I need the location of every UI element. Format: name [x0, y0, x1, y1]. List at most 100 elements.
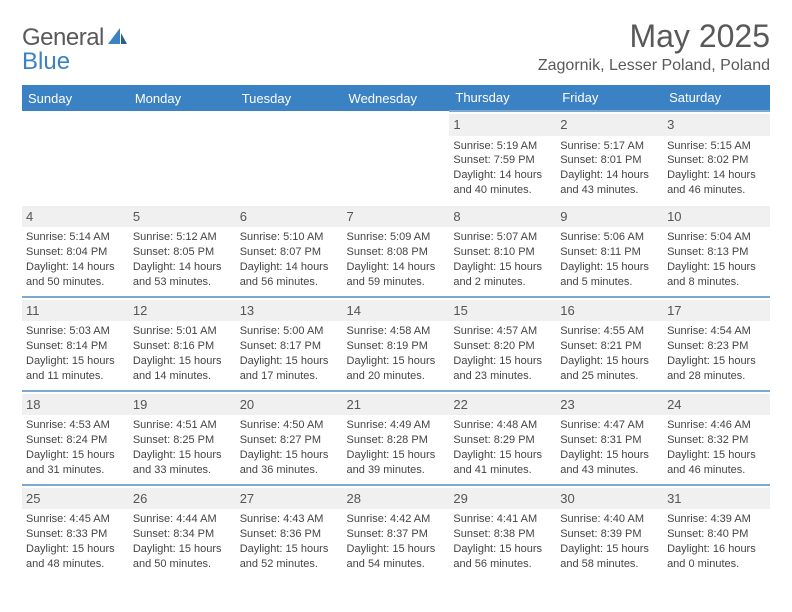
calendar-cell: 6Sunrise: 5:10 AMSunset: 8:07 PMDaylight…	[236, 204, 343, 297]
daylight-line: Daylight: 15 hours and 54 minutes.	[347, 542, 446, 572]
sunset-line: Sunset: 8:13 PM	[667, 245, 766, 260]
day-number: 1	[449, 114, 556, 136]
calendar-cell: 28Sunrise: 4:42 AMSunset: 8:37 PMDayligh…	[343, 485, 450, 578]
sunset-line: Sunset: 8:19 PM	[347, 339, 446, 354]
day-header: Monday	[129, 85, 236, 111]
daylight-line: Daylight: 15 hours and 33 minutes.	[133, 448, 232, 478]
location: Zagornik, Lesser Poland, Poland	[538, 57, 770, 75]
day-number: 17	[663, 300, 770, 322]
daylight-line: Daylight: 14 hours and 43 minutes.	[560, 168, 659, 198]
sunrise-line: Sunrise: 5:06 AM	[560, 230, 659, 245]
calendar-cell: 13Sunrise: 5:00 AMSunset: 8:17 PMDayligh…	[236, 297, 343, 391]
calendar-cell: 29Sunrise: 4:41 AMSunset: 8:38 PMDayligh…	[449, 485, 556, 578]
sunrise-line: Sunrise: 4:46 AM	[667, 418, 766, 433]
daylight-line: Daylight: 14 hours and 50 minutes.	[26, 260, 125, 290]
day-number: 3	[663, 114, 770, 136]
sunrise-line: Sunrise: 4:51 AM	[133, 418, 232, 433]
sunset-line: Sunset: 8:17 PM	[240, 339, 339, 354]
calendar-cell: 30Sunrise: 4:40 AMSunset: 8:39 PMDayligh…	[556, 485, 663, 578]
sunrise-line: Sunrise: 4:50 AM	[240, 418, 339, 433]
sunrise-line: Sunrise: 5:10 AM	[240, 230, 339, 245]
sunrise-line: Sunrise: 5:03 AM	[26, 324, 125, 339]
day-number: 30	[556, 488, 663, 510]
day-number: 9	[556, 206, 663, 228]
sunrise-line: Sunrise: 4:58 AM	[347, 324, 446, 339]
calendar-cell: 9Sunrise: 5:06 AMSunset: 8:11 PMDaylight…	[556, 204, 663, 297]
daylight-line: Daylight: 15 hours and 39 minutes.	[347, 448, 446, 478]
daylight-line: Daylight: 15 hours and 48 minutes.	[26, 542, 125, 572]
day-header: Sunday	[22, 85, 129, 111]
sunset-line: Sunset: 8:10 PM	[453, 245, 552, 260]
logo: General	[22, 18, 130, 52]
sunset-line: Sunset: 8:01 PM	[560, 153, 659, 168]
daylight-line: Daylight: 15 hours and 11 minutes.	[26, 354, 125, 384]
calendar-cell: 8Sunrise: 5:07 AMSunset: 8:10 PMDaylight…	[449, 204, 556, 297]
day-number: 11	[22, 300, 129, 322]
calendar-cell	[343, 111, 450, 204]
calendar-cell: 22Sunrise: 4:48 AMSunset: 8:29 PMDayligh…	[449, 391, 556, 485]
title-block: May 2025 Zagornik, Lesser Poland, Poland	[538, 18, 770, 75]
sunset-line: Sunset: 8:07 PM	[240, 245, 339, 260]
sunrise-line: Sunrise: 5:12 AM	[133, 230, 232, 245]
calendar-cell: 14Sunrise: 4:58 AMSunset: 8:19 PMDayligh…	[343, 297, 450, 391]
sunset-line: Sunset: 8:08 PM	[347, 245, 446, 260]
daylight-line: Daylight: 14 hours and 53 minutes.	[133, 260, 232, 290]
calendar-cell: 24Sunrise: 4:46 AMSunset: 8:32 PMDayligh…	[663, 391, 770, 485]
daylight-line: Daylight: 14 hours and 56 minutes.	[240, 260, 339, 290]
calendar-cell	[129, 111, 236, 204]
sunrise-line: Sunrise: 4:57 AM	[453, 324, 552, 339]
sunrise-line: Sunrise: 4:49 AM	[347, 418, 446, 433]
day-number: 27	[236, 488, 343, 510]
day-header: Saturday	[663, 85, 770, 111]
sunrise-line: Sunrise: 4:43 AM	[240, 512, 339, 527]
calendar-cell	[22, 111, 129, 204]
day-number: 10	[663, 206, 770, 228]
day-number: 12	[129, 300, 236, 322]
daylight-line: Daylight: 15 hours and 36 minutes.	[240, 448, 339, 478]
sunrise-line: Sunrise: 4:48 AM	[453, 418, 552, 433]
calendar-cell: 26Sunrise: 4:44 AMSunset: 8:34 PMDayligh…	[129, 485, 236, 578]
sunrise-line: Sunrise: 4:40 AM	[560, 512, 659, 527]
daylight-line: Daylight: 15 hours and 58 minutes.	[560, 542, 659, 572]
calendar-cell: 20Sunrise: 4:50 AMSunset: 8:27 PMDayligh…	[236, 391, 343, 485]
daylight-line: Daylight: 15 hours and 5 minutes.	[560, 260, 659, 290]
sunrise-line: Sunrise: 5:01 AM	[133, 324, 232, 339]
daylight-line: Daylight: 15 hours and 8 minutes.	[667, 260, 766, 290]
day-number: 29	[449, 488, 556, 510]
day-number: 15	[449, 300, 556, 322]
sunrise-line: Sunrise: 4:54 AM	[667, 324, 766, 339]
daylight-line: Daylight: 15 hours and 43 minutes.	[560, 448, 659, 478]
daylight-line: Daylight: 15 hours and 31 minutes.	[26, 448, 125, 478]
day-number: 7	[343, 206, 450, 228]
calendar-week: 25Sunrise: 4:45 AMSunset: 8:33 PMDayligh…	[22, 485, 770, 578]
daylight-line: Daylight: 14 hours and 40 minutes.	[453, 168, 552, 198]
sunset-line: Sunset: 8:32 PM	[667, 433, 766, 448]
header: General May 2025 Zagornik, Lesser Poland…	[22, 18, 770, 75]
calendar-cell: 4Sunrise: 5:14 AMSunset: 8:04 PMDaylight…	[22, 204, 129, 297]
logo-word2: Blue	[22, 48, 70, 76]
daylight-line: Daylight: 15 hours and 41 minutes.	[453, 448, 552, 478]
sail-icon	[106, 26, 128, 51]
calendar-head: SundayMondayTuesdayWednesdayThursdayFrid…	[22, 85, 770, 111]
calendar-cell: 31Sunrise: 4:39 AMSunset: 8:40 PMDayligh…	[663, 485, 770, 578]
sunrise-line: Sunrise: 5:07 AM	[453, 230, 552, 245]
sunset-line: Sunset: 8:33 PM	[26, 527, 125, 542]
sunset-line: Sunset: 8:24 PM	[26, 433, 125, 448]
calendar-cell: 1Sunrise: 5:19 AMSunset: 7:59 PMDaylight…	[449, 111, 556, 204]
sunset-line: Sunset: 8:38 PM	[453, 527, 552, 542]
sunrise-line: Sunrise: 5:04 AM	[667, 230, 766, 245]
calendar-body: 1Sunrise: 5:19 AMSunset: 7:59 PMDaylight…	[22, 111, 770, 578]
sunrise-line: Sunrise: 4:47 AM	[560, 418, 659, 433]
sunrise-line: Sunrise: 4:42 AM	[347, 512, 446, 527]
sunset-line: Sunset: 8:16 PM	[133, 339, 232, 354]
daylight-line: Daylight: 15 hours and 50 minutes.	[133, 542, 232, 572]
sunrise-line: Sunrise: 5:00 AM	[240, 324, 339, 339]
day-number: 4	[22, 206, 129, 228]
daylight-line: Daylight: 16 hours and 0 minutes.	[667, 542, 766, 572]
calendar-week: 4Sunrise: 5:14 AMSunset: 8:04 PMDaylight…	[22, 204, 770, 297]
day-number: 21	[343, 394, 450, 416]
calendar-cell: 11Sunrise: 5:03 AMSunset: 8:14 PMDayligh…	[22, 297, 129, 391]
daylight-line: Daylight: 15 hours and 14 minutes.	[133, 354, 232, 384]
day-number: 16	[556, 300, 663, 322]
sunset-line: Sunset: 8:23 PM	[667, 339, 766, 354]
